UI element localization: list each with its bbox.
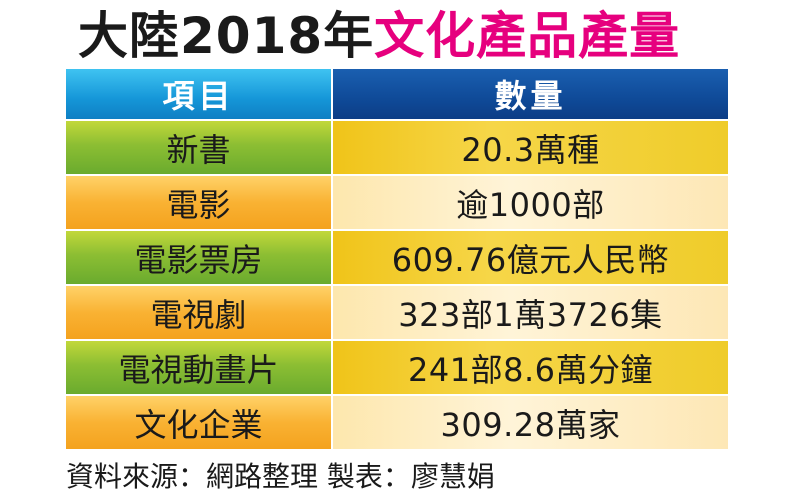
row-item-label: 電視劇: [66, 286, 333, 339]
table-row: 文化企業 309.28萬家: [66, 396, 728, 451]
table-row: 新書 20.3萬種: [66, 121, 728, 176]
table-row: 電視動畫片 241部8.6萬分鐘: [66, 341, 728, 396]
table-row: 電視劇 323部1萬3726集: [66, 286, 728, 341]
table-row: 電影票房 609.76億元人民幣: [66, 231, 728, 286]
row-value: 323部1萬3726集: [333, 286, 728, 339]
row-item-label: 電影票房: [66, 231, 333, 284]
row-value-text: 20.3萬種: [461, 130, 600, 169]
row-value: 241部8.6萬分鐘: [333, 341, 728, 394]
title-part-main: 大陸2018年: [78, 7, 375, 65]
title-part-highlight: 文化產品產量: [374, 7, 681, 65]
source-credit: 資料來源：網路整理 製表：廖慧娟: [66, 460, 495, 493]
row-value: 309.28萬家: [333, 396, 728, 449]
row-value-text: 309.28萬家: [440, 405, 621, 444]
row-value-text: 609.76億元人民幣: [391, 240, 670, 279]
row-value: 逾1000部: [333, 176, 728, 229]
row-value-text: 逾1000部: [456, 185, 605, 224]
row-value: 20.3萬種: [333, 121, 728, 174]
row-value-text: 323部1萬3726集: [398, 295, 663, 334]
table-header-row: 項目 數量: [66, 69, 728, 121]
data-table: 項目 數量 新書 20.3萬種 電影 逾1000部 電影票房 609.76億元人…: [66, 69, 728, 451]
page-title: 大陸2018年文化產品產量: [78, 6, 680, 66]
row-item-label: 電影: [66, 176, 333, 229]
row-value-text: 241部8.6萬分鐘: [408, 350, 653, 389]
row-item-label: 新書: [66, 121, 333, 174]
row-item-label: 電視動畫片: [66, 341, 333, 394]
header-value: 數量: [333, 69, 728, 119]
row-value: 609.76億元人民幣: [333, 231, 728, 284]
table-row: 電影 逾1000部: [66, 176, 728, 231]
row-item-label: 文化企業: [66, 396, 333, 449]
header-item: 項目: [66, 69, 333, 119]
